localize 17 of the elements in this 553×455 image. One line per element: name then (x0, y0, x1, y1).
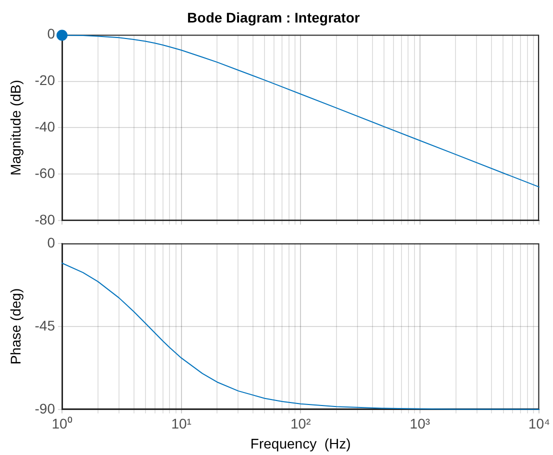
x-tick-label: 10¹ (171, 416, 192, 432)
chart-title: Bode Diagram : Integrator (187, 9, 360, 26)
y-tick-label: -90 (34, 400, 56, 416)
x-tick-label: 10² (290, 416, 312, 432)
y-axis-title: Magnitude (dB) (7, 80, 24, 176)
x-tick-label: 10⁰ (52, 416, 72, 432)
x-tick-label: 10⁴ (528, 416, 550, 432)
y-tick-label: -80 (34, 211, 56, 228)
x-axis-title: Frequency (Hz) (250, 435, 351, 452)
y-tick-label: 0 (47, 26, 56, 42)
y-axis-title: Phase (deg) (7, 288, 24, 365)
y-tick-label: -45 (34, 317, 56, 334)
y-tick-label: 0 (47, 234, 56, 250)
x-tick-label: 10³ (410, 416, 430, 432)
y-tick-label: -60 (34, 165, 56, 182)
y-tick-label: -20 (34, 72, 56, 88)
y-tick-label: -40 (34, 118, 56, 135)
